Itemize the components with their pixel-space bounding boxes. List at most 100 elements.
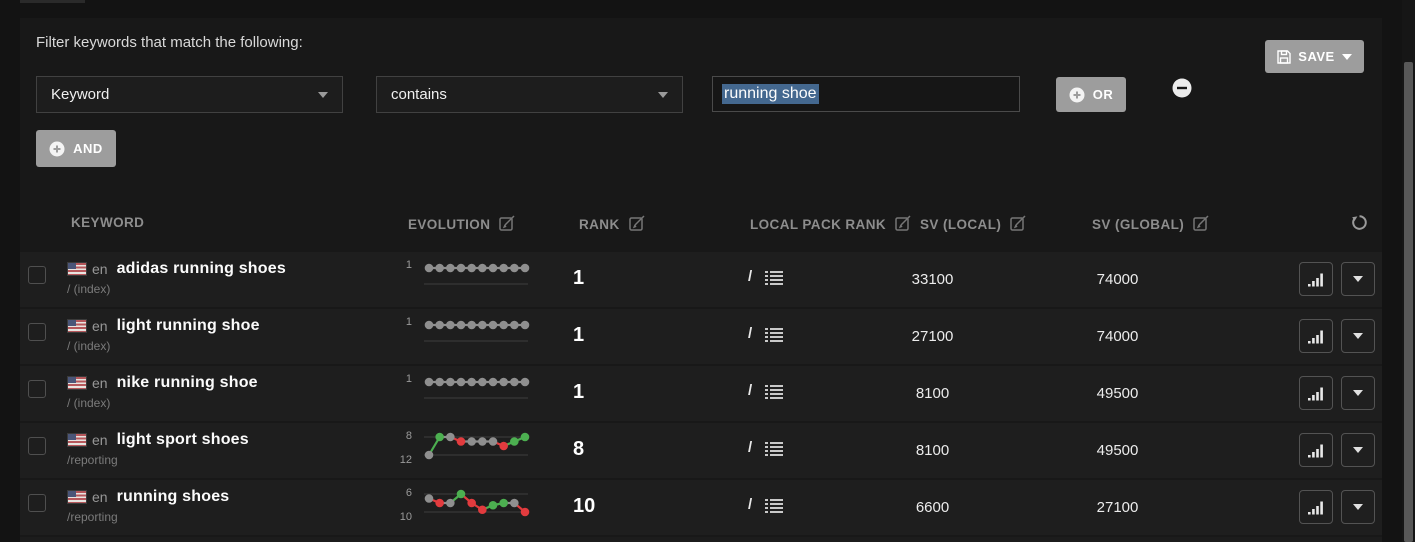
row-chart-button[interactable] [1299, 376, 1333, 410]
table-row-partial [20, 537, 1382, 542]
row-actions-dropdown-button[interactable] [1341, 433, 1375, 467]
evolution-sparkline [422, 484, 532, 529]
column-header-keyword-label: KEYWORD [71, 215, 144, 230]
keyword-path: /reporting [67, 510, 118, 524]
evolution-axis-labels: 610 [356, 487, 412, 523]
keyword-lang: en [92, 261, 108, 277]
local-pack-rank-value: / [748, 496, 752, 513]
row-checkbox[interactable] [28, 380, 46, 398]
row-actions-dropdown-button[interactable] [1341, 319, 1375, 353]
row-checkbox[interactable] [28, 323, 46, 341]
bar-chart-icon [1307, 385, 1325, 401]
keyword-cell: en running shoes [68, 488, 229, 506]
keyword-text[interactable]: light sport shoes [117, 431, 249, 449]
row-chart-button[interactable] [1299, 319, 1333, 353]
table-row: en nike running shoe / (index) 1 1 / 810… [20, 366, 1382, 421]
keyword-text[interactable]: nike running shoe [117, 374, 258, 392]
rank-value: 10 [573, 495, 595, 518]
sv-local-value: 8100 [860, 442, 1005, 459]
main-panel: Filter keywords that match the following… [20, 18, 1382, 542]
evolution-sparkline [422, 427, 532, 472]
local-pack-rank-value: / [748, 268, 752, 285]
keyword-path: /reporting [67, 453, 118, 467]
list-icon[interactable] [765, 328, 783, 347]
sv-local-value: 8100 [860, 385, 1005, 402]
save-icon [1277, 50, 1291, 64]
keyword-text[interactable]: running shoes [117, 488, 230, 506]
evolution-axis-labels: 1 [356, 259, 412, 295]
us-flag-icon [68, 491, 86, 503]
evolution-axis-labels: 812 [356, 430, 412, 466]
sv-global-value: 49500 [1050, 385, 1185, 402]
sv-global-value: 27100 [1050, 499, 1185, 516]
edit-icon[interactable] [629, 215, 646, 234]
field-select[interactable]: Keyword [36, 76, 343, 113]
keyword-lang: en [92, 432, 108, 448]
sv-global-value: 49500 [1050, 442, 1185, 459]
operator-select-value: contains [391, 86, 447, 103]
table-row: en running shoes /reporting 610 10 / 660… [20, 480, 1382, 535]
list-icon[interactable] [765, 271, 783, 290]
keyword-text[interactable]: light running shoe [117, 317, 260, 335]
evolution-sparkline [422, 256, 532, 301]
chevron-down-icon [1342, 54, 1352, 60]
bar-chart-icon [1307, 328, 1325, 344]
keyword-path: / (index) [67, 339, 110, 353]
row-actions-dropdown-button[interactable] [1341, 262, 1375, 296]
or-button-label: OR [1093, 87, 1114, 102]
column-header-sv-local: SV (LOCAL) [920, 215, 1027, 234]
column-header-local-pack-rank-label: LOCAL PACK RANK [750, 217, 886, 232]
column-header-keyword: KEYWORD [71, 215, 144, 230]
or-button[interactable]: OR [1056, 77, 1126, 112]
table-header: KEYWORD EVOLUTION RANK LOCAL PACK RANK [20, 195, 1382, 252]
edit-icon[interactable] [895, 215, 912, 234]
rank-value: 1 [573, 324, 584, 347]
plus-circle-icon [49, 141, 65, 157]
table-body: en adidas running shoes / (index) 1 1 / … [20, 252, 1382, 542]
chevron-down-icon [1353, 390, 1363, 396]
evolution-sparkline [422, 370, 532, 415]
row-checkbox[interactable] [28, 266, 46, 284]
evolution-axis-labels: 1 [356, 373, 412, 409]
keyword-path: / (index) [67, 396, 110, 410]
row-checkbox[interactable] [28, 494, 46, 512]
column-header-evolution-label: EVOLUTION [408, 217, 490, 232]
chevron-down-icon [1353, 504, 1363, 510]
list-icon[interactable] [765, 442, 783, 461]
row-actions-dropdown-button[interactable] [1341, 490, 1375, 524]
field-select-value: Keyword [51, 86, 109, 103]
list-icon[interactable] [765, 385, 783, 404]
keyword-text[interactable]: adidas running shoes [117, 260, 286, 278]
local-pack-rank-value: / [748, 439, 752, 456]
filter-title: Filter keywords that match the following… [36, 34, 303, 51]
table-row: en light running shoe / (index) 1 1 / 27… [20, 309, 1382, 364]
row-chart-button[interactable] [1299, 490, 1333, 524]
filter-value-selected-text: running shoe [722, 84, 819, 104]
edit-icon[interactable] [1193, 215, 1210, 234]
local-pack-rank-value: / [748, 382, 752, 399]
rank-value: 1 [573, 267, 584, 290]
row-actions-dropdown-button[interactable] [1341, 376, 1375, 410]
edit-icon[interactable] [499, 215, 516, 234]
column-header-sv-local-label: SV (LOCAL) [920, 217, 1001, 232]
row-chart-button[interactable] [1299, 433, 1333, 467]
remove-condition-icon[interactable] [1172, 78, 1192, 98]
refresh-icon[interactable] [1350, 213, 1369, 237]
chevron-down-icon [1353, 447, 1363, 453]
scrollbar-thumb[interactable] [1404, 62, 1413, 542]
and-button[interactable]: AND [36, 130, 116, 167]
table-row: en adidas running shoes / (index) 1 1 / … [20, 252, 1382, 307]
list-icon[interactable] [765, 499, 783, 518]
filter-value-input[interactable]: running shoe [712, 76, 1020, 112]
operator-select[interactable]: contains [376, 76, 683, 113]
save-button[interactable]: SAVE [1265, 40, 1364, 73]
rank-value: 8 [573, 438, 584, 461]
row-checkbox[interactable] [28, 437, 46, 455]
row-chart-button[interactable] [1299, 262, 1333, 296]
us-flag-icon [68, 263, 86, 275]
keyword-cell: en light running shoe [68, 317, 260, 335]
edit-icon[interactable] [1010, 215, 1027, 234]
keyword-lang: en [92, 375, 108, 391]
rank-value: 1 [573, 381, 584, 404]
and-button-label: AND [73, 141, 103, 156]
